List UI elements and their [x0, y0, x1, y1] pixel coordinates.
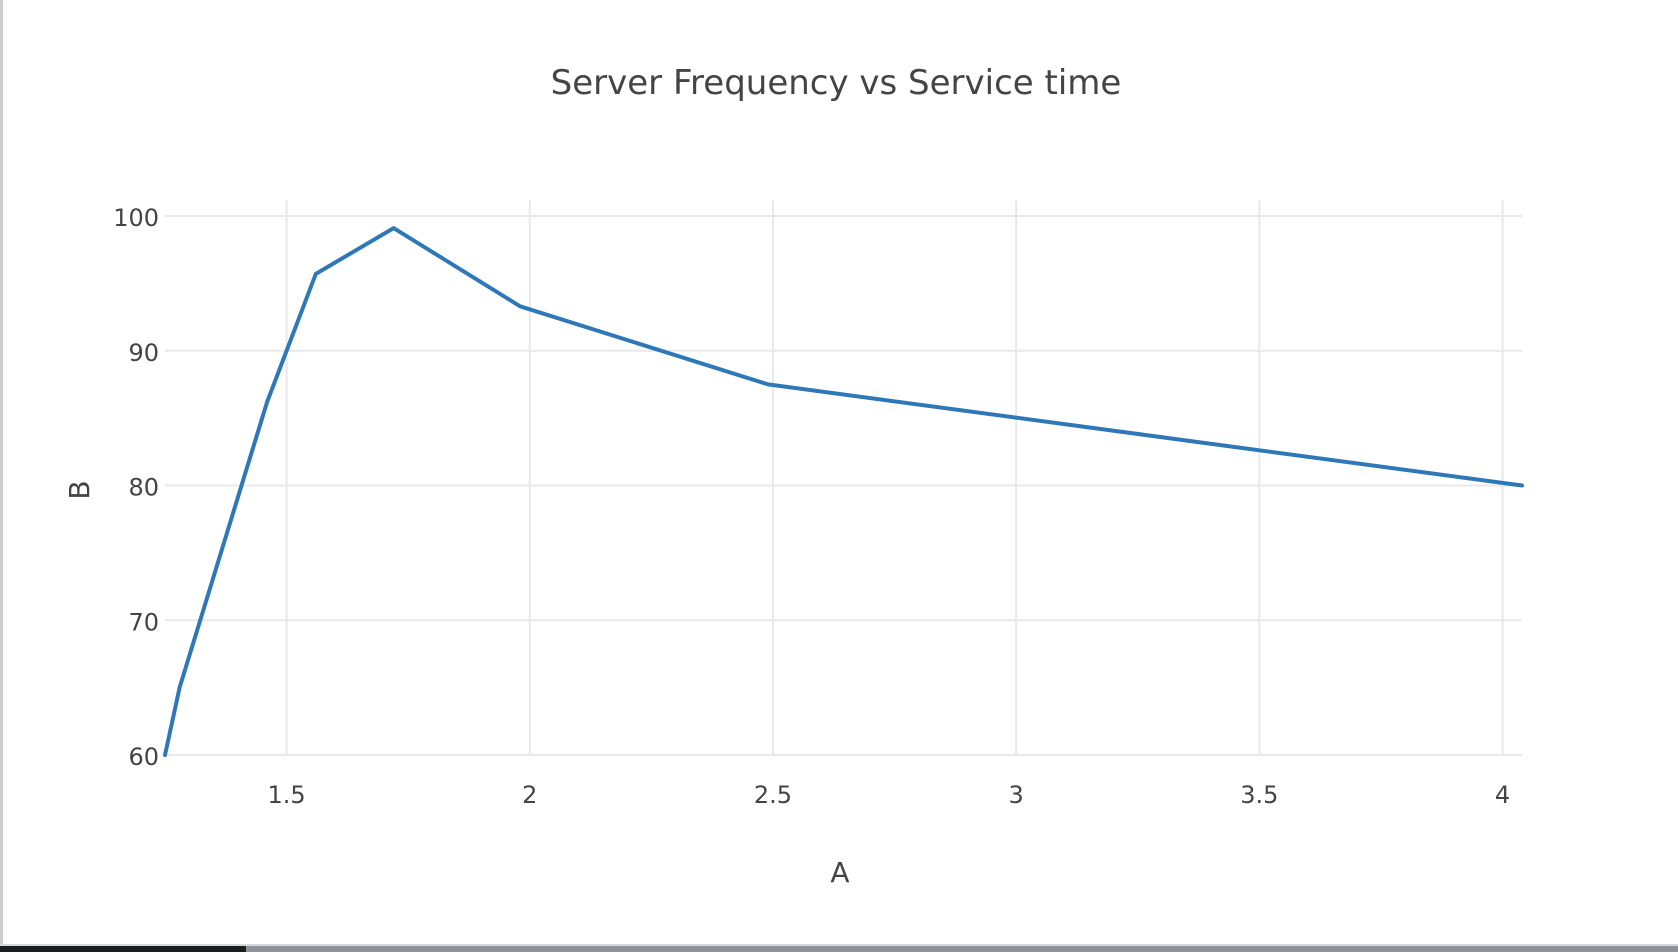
x-tick-label: 3: [1009, 781, 1024, 809]
window-left-border: [0, 0, 3, 946]
x-tick-label: 3.5: [1240, 781, 1278, 809]
y-tick-label: 90: [128, 339, 159, 367]
y-axis-tick-labels: 60 70 80 90 100: [113, 204, 159, 771]
x-tick-label: 2: [522, 781, 537, 809]
y-tick-label: 70: [128, 608, 159, 636]
taskbar-right-segment: [246, 946, 1678, 952]
y-tick-label: 60: [128, 743, 159, 771]
x-tick-label: 1.5: [268, 781, 306, 809]
x-tick-label: 4: [1495, 781, 1510, 809]
chart-title: Server Frequency vs Service time: [551, 63, 1122, 103]
x-axis-tick-labels: 1.5 2 2.5 3 3.5 4: [268, 781, 1511, 809]
series-line: [163, 226, 1524, 757]
x-tick-label: 2.5: [754, 781, 792, 809]
taskbar-left-segment: [0, 946, 246, 952]
y-tick-label: 80: [128, 474, 159, 502]
x-axis-label: A: [830, 856, 849, 889]
series-lines: [163, 226, 1524, 757]
y-tick-label: 100: [113, 204, 159, 232]
y-axis-label: B: [63, 480, 96, 499]
grid-lines: [165, 200, 1522, 756]
